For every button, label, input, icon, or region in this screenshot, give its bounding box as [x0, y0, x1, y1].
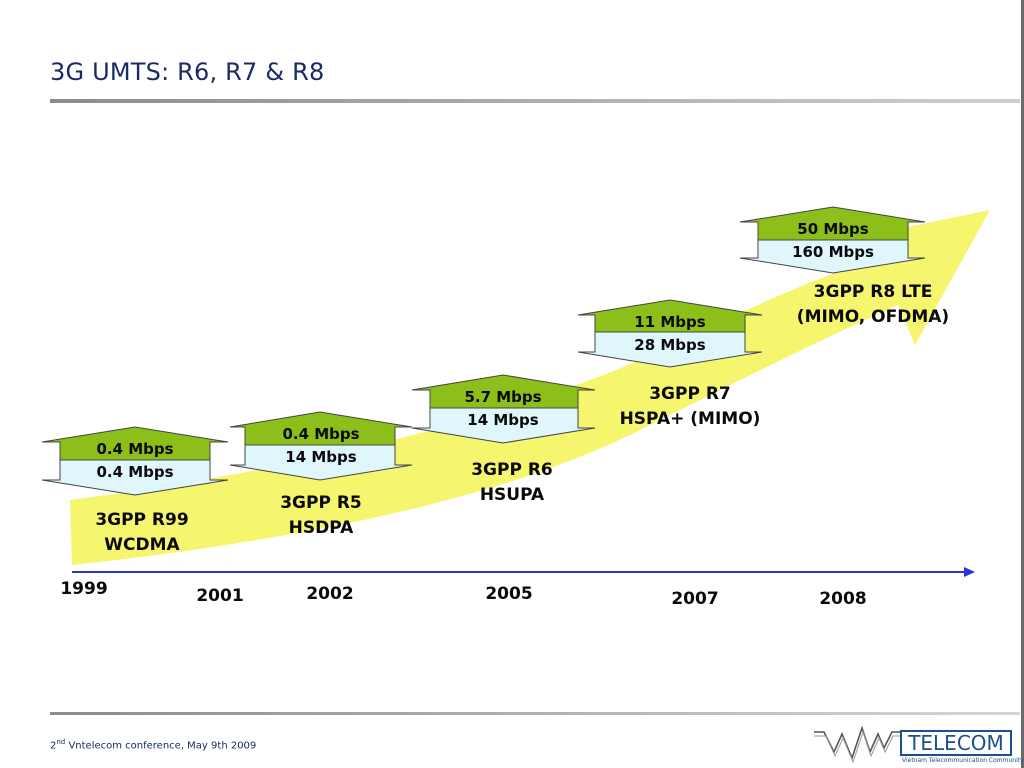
footer-divider [50, 712, 1020, 715]
release-name: 3GPP R8 LTE [814, 282, 933, 302]
release-tech: (MIMO, OFDMA) [797, 307, 949, 327]
year-label: 2002 [306, 584, 353, 604]
logo-mark-icon [814, 725, 900, 764]
downlink-rate: 14 Mbps [285, 448, 356, 466]
downlink-arrow [411, 407, 596, 444]
release-name: 3GPP R99 [95, 510, 188, 530]
release-r6: 5.7 Mbps 14 Mbps 3GPP R6 HSUPA [411, 374, 596, 505]
slide-edge [1021, 0, 1024, 768]
footer-label: Vntelecom conference, May 9th 2009 [65, 740, 257, 752]
vntelecom-logo: TELECOM Vietnam Telecommunication Commun… [812, 722, 1024, 766]
release-tech: HSDPA [289, 518, 354, 538]
downlink-arrow [577, 331, 763, 368]
uplink-arrow [41, 426, 229, 461]
release-name: 3GPP R5 [280, 493, 362, 513]
year-label: 1999 [60, 579, 107, 599]
downlink-arrow [739, 239, 926, 274]
downlink-rate: 0.4 Mbps [96, 463, 173, 481]
release-tech: HSPA+ (MIMO) [620, 409, 761, 429]
downlink-arrow [41, 459, 229, 496]
year-label: 2008 [819, 589, 866, 609]
uplink-arrow [229, 411, 413, 446]
year-label: 2005 [485, 584, 532, 604]
uplink-rate: 50 Mbps [797, 220, 868, 238]
downlink-rate: 14 Mbps [467, 411, 538, 429]
logo-tagline: Vietnam Telecommunication Community [902, 757, 1024, 764]
release-r7: 11 Mbps 28 Mbps 3GPP R7 HSPA+ (MIMO) [577, 299, 763, 429]
downlink-rate: 160 Mbps [792, 243, 874, 261]
uplink-rate: 0.4 Mbps [282, 425, 359, 443]
uplink-arrow [411, 374, 596, 409]
footer-number: 2 [50, 740, 57, 752]
release-name: 3GPP R6 [471, 460, 553, 480]
footer-text: 2nd Vntelecom conference, May 9th 2009 [50, 738, 256, 751]
uplink-rate: 11 Mbps [634, 313, 705, 331]
logo-wordmark: TELECOM [900, 730, 1012, 756]
release-name: 3GPP R7 [649, 384, 731, 404]
release-r8: 50 Mbps 160 Mbps 3GPP R8 LTE (MIMO, OFDM… [739, 206, 949, 327]
slide-title: 3G UMTS: R6, R7 & R8 [50, 58, 325, 86]
timeline-arrowhead [964, 567, 975, 577]
year-label: 2001 [196, 586, 243, 606]
footer-ordinal: nd [56, 738, 66, 746]
uplink-rate: 0.4 Mbps [96, 440, 173, 458]
uplink-rate: 5.7 Mbps [464, 388, 541, 406]
title-divider [50, 99, 1020, 103]
downlink-arrow [229, 444, 413, 481]
release-tech: HSUPA [480, 485, 545, 505]
release-r99: 0.4 Mbps 0.4 Mbps 3GPP R99 WCDMA [41, 426, 229, 555]
release-r5: 0.4 Mbps 14 Mbps 3GPP R5 HSDPA [229, 411, 413, 538]
downlink-rate: 28 Mbps [634, 336, 705, 354]
release-tech: WCDMA [104, 535, 180, 555]
uplink-arrow [739, 206, 926, 241]
year-label: 2007 [671, 589, 718, 609]
uplink-arrow [577, 299, 763, 333]
